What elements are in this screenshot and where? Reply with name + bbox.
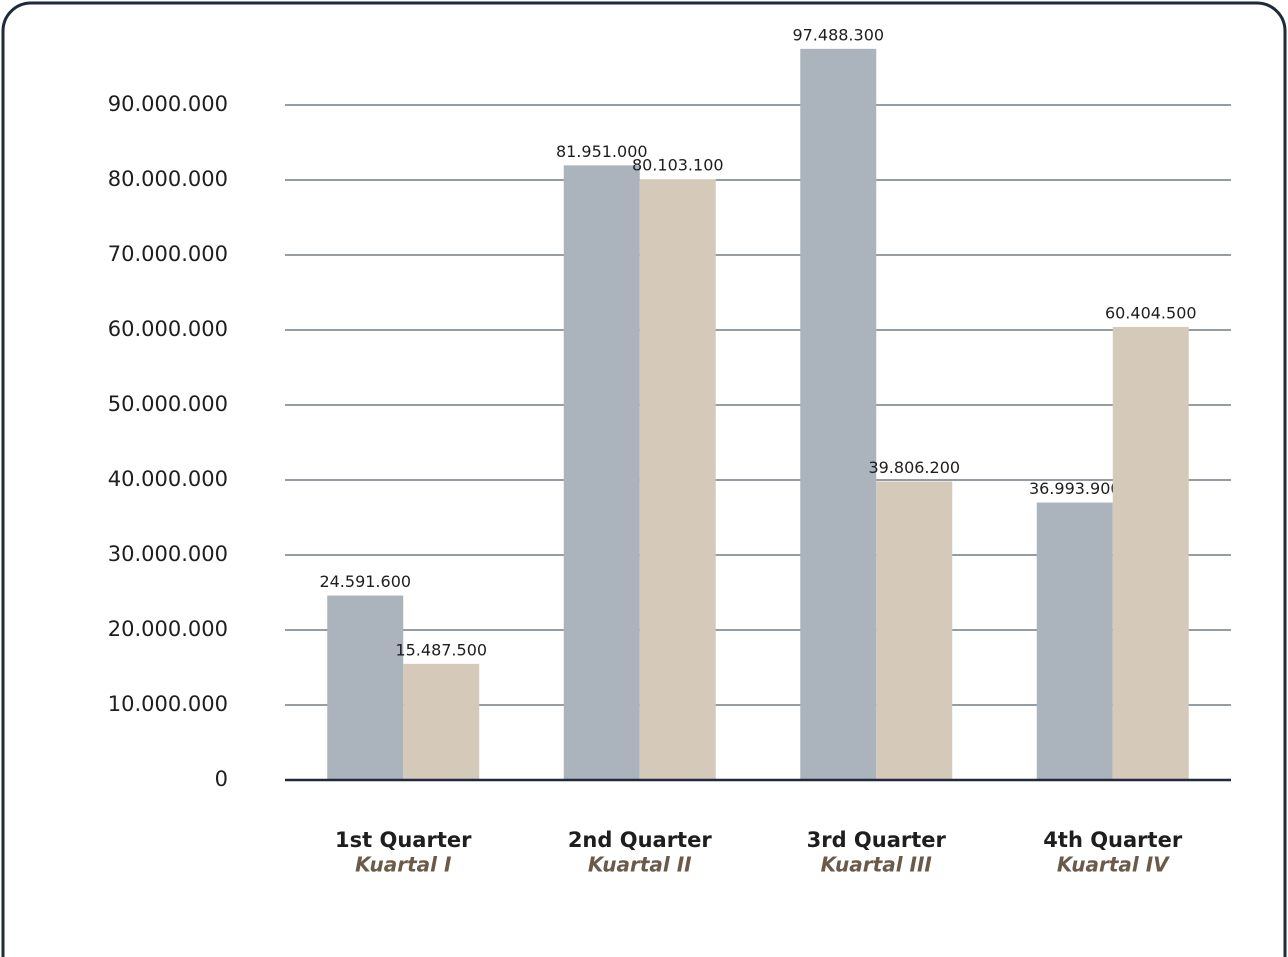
y-tick-label: 20.000.000 [108,617,228,641]
value-label: 15.487.500 [395,640,487,659]
x-tick-sublabel: Kuartal I [355,853,452,877]
x-tick-label: 1st Quarter [335,828,472,852]
x-tick-sublabel: Kuartal II [588,853,692,877]
value-label: 36.993.900 [1029,479,1121,498]
bar [1112,326,1189,780]
y-tick-label: 40.000.000 [108,467,228,491]
x-tick-label: 4th Quarter [1043,828,1183,852]
value-label: 97.488.300 [792,25,884,44]
y-tick-label: 60.000.000 [108,317,228,341]
y-tick-label: 10.000.000 [108,692,228,716]
y-tick-label: 0 [215,767,228,791]
value-label: 81.951.000 [556,142,648,161]
y-tick-label: 80.000.000 [108,167,228,191]
x-tick-label: 2nd Quarter [568,828,713,852]
bar [563,165,640,780]
value-label: 80.103.100 [632,156,724,175]
bar [876,481,953,780]
x-tick-sublabel: Kuartal III [821,853,933,877]
y-tick-label: 30.000.000 [108,542,228,566]
x-tick-label: 3rd Quarter [807,828,947,852]
y-tick-label: 50.000.000 [108,392,228,416]
value-label: 24.591.600 [319,572,411,591]
y-tick-label: 90.000.000 [108,92,228,116]
bar [327,595,404,780]
bar [639,179,716,780]
value-label: 39.806.200 [868,458,960,477]
bar [1036,502,1113,780]
bar [403,663,480,780]
value-label: 60.404.500 [1105,303,1197,322]
bar [800,48,877,780]
y-tick-label: 70.000.000 [108,242,228,266]
x-tick-sublabel: Kuartal IV [1057,853,1170,877]
